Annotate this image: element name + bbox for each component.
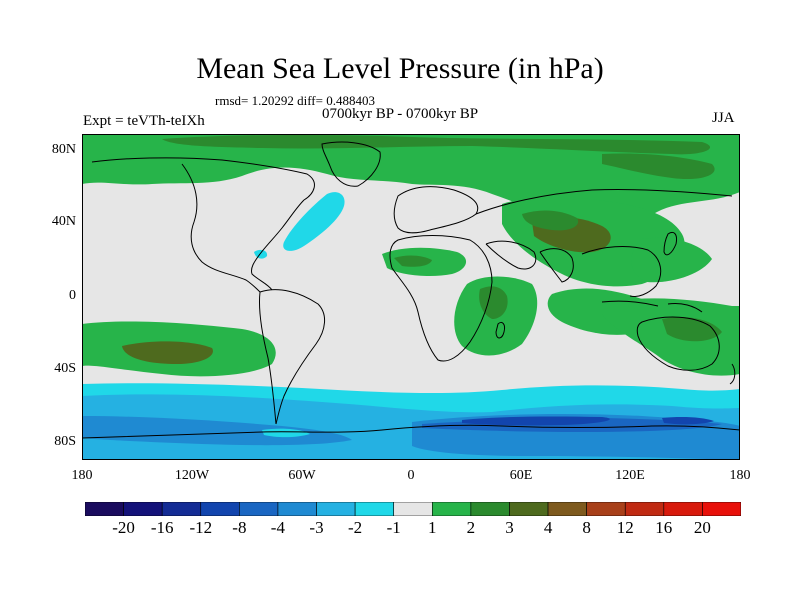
- y-tick-label: 40N: [51, 214, 76, 229]
- colorbar-cell: [470, 502, 510, 516]
- colorbar-label: 16: [655, 518, 673, 537]
- shaded-region-south-pacific-core: [122, 341, 213, 364]
- colorbar-label: 8: [582, 518, 591, 537]
- experiment-label: Expt = teVTh-teIXh: [83, 113, 205, 129]
- shaded-region-arctic-core: [162, 134, 711, 155]
- shaded-region-west-pacific: [602, 298, 740, 376]
- x-tick-label: 60E: [509, 468, 533, 483]
- shaded-region-antarctic-peninsula: [262, 428, 310, 438]
- colorbar-cell: [239, 502, 279, 516]
- colorbar-cell: [547, 502, 587, 516]
- colorbar-label: 3: [505, 518, 514, 537]
- colorbar-label: 12: [616, 518, 634, 537]
- colorbar-cell: [393, 502, 433, 516]
- colorbar-label: -2: [348, 518, 363, 537]
- colorbar-label: -16: [150, 518, 174, 537]
- colorbar-cell: [663, 502, 703, 516]
- shaded-region-north-positive: [82, 134, 740, 219]
- colorbar-cell: [85, 502, 124, 516]
- x-tick-label: 180: [71, 468, 93, 483]
- colorbar-label: -1: [386, 518, 401, 537]
- stats-text: rmsd= 1.20292 diff= 0.488403: [215, 93, 375, 108]
- map-frame: [82, 134, 740, 460]
- shaded-region-siberia: [602, 153, 715, 180]
- shaded-region-north-pacific: [631, 237, 712, 283]
- colorbar-label: -20: [112, 518, 135, 537]
- colorbar-cell: [200, 502, 240, 516]
- colorbar-cell: [624, 502, 665, 516]
- x-tick-label: 120W: [174, 468, 210, 483]
- x-tick-label: 120E: [615, 468, 645, 483]
- shaded-region-antarctica-patch: [662, 417, 714, 425]
- colorbar-cell: [586, 502, 626, 516]
- x-tick-label: 60W: [288, 468, 316, 483]
- x-tick-label: 180: [729, 468, 751, 483]
- map-title: Mean Sea Level Pressure (in hPa): [196, 52, 604, 85]
- colorbar-cell: [509, 502, 549, 516]
- y-tick-label: 40S: [54, 361, 76, 376]
- shaded-region-central-asia: [522, 210, 579, 231]
- y-tick-label: 80N: [51, 142, 76, 157]
- colorbar-label: 2: [466, 518, 476, 537]
- colorbar-cell: [123, 502, 163, 516]
- colorbar-label: 20: [693, 518, 711, 537]
- shaded-region-antarctica-strong: [462, 416, 610, 426]
- shaded-region-north-atlantic-negative: [283, 192, 345, 251]
- season-label: JJA: [712, 110, 735, 126]
- shaded-region-west-pacific-core: [662, 317, 722, 342]
- colorbar-cell: [431, 502, 472, 516]
- period-label: 0700kyr BP - 0700kyr BP: [322, 106, 479, 122]
- shaded-region-east-africa-core: [479, 286, 508, 319]
- coastlines: [82, 141, 740, 439]
- colorbar-cell: [316, 502, 356, 516]
- colorbar-cell: [161, 502, 202, 516]
- colorbar-cell: [702, 502, 741, 516]
- colorbar-label: -8: [232, 518, 247, 537]
- colorbar-label: -12: [189, 518, 213, 537]
- shaded-region-antarctica-west: [82, 416, 352, 446]
- x-tick-label: 0: [407, 468, 415, 483]
- colorbar-label: -4: [270, 518, 285, 537]
- colorbar-label: 4: [543, 518, 553, 537]
- shaded-region-caribbean-negative: [254, 249, 268, 259]
- y-tick-label: 0: [69, 288, 76, 303]
- pressure-map: [82, 134, 740, 460]
- colorbar-cell: [277, 502, 317, 516]
- y-tick-label: 80S: [54, 434, 76, 449]
- colorbar-cell: [354, 502, 395, 516]
- colorbar-label: 1: [428, 518, 437, 537]
- colorbar: [85, 502, 741, 516]
- shaded-region-north-africa-core: [394, 255, 432, 267]
- colorbar-label: -3: [309, 518, 324, 537]
